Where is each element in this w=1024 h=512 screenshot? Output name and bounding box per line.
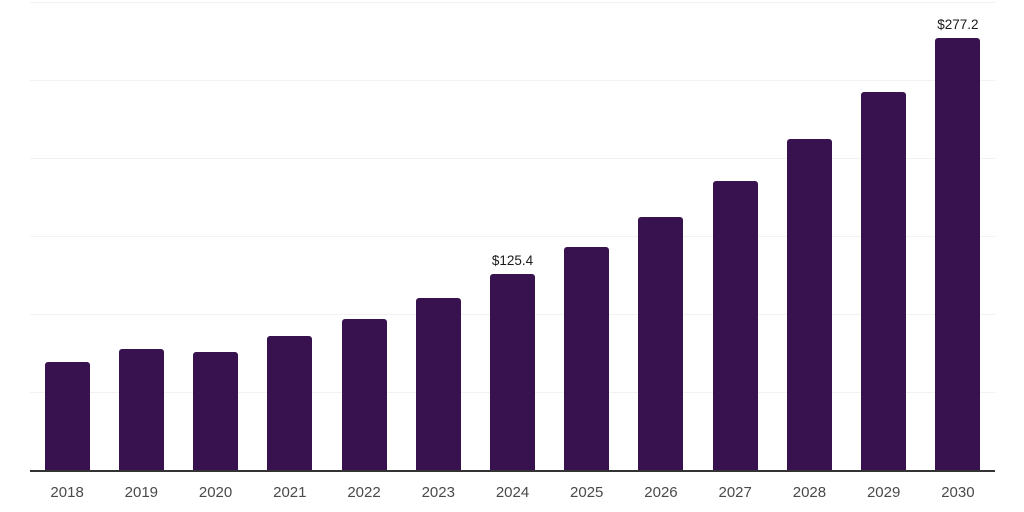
x-tick-label-2020: 2020 xyxy=(198,484,233,501)
bar-2019 xyxy=(118,349,164,470)
x-tick-label-2021: 2021 xyxy=(273,484,307,501)
bar-2028 xyxy=(786,139,832,470)
bar-2020 xyxy=(193,352,239,470)
x-tick-label-2018: 2018 xyxy=(50,484,84,501)
bar-2030 xyxy=(935,37,981,470)
bar-2021 xyxy=(267,336,313,470)
x-tick-label-2026: 2026 xyxy=(644,484,678,501)
gridline-300 xyxy=(30,2,995,3)
x-tick-label-2029: 2029 xyxy=(866,484,901,501)
x-tick-label-2027: 2027 xyxy=(718,484,752,501)
data-label-2030: $277.2 xyxy=(937,16,979,32)
bar-2029 xyxy=(861,92,907,470)
gridline-250 xyxy=(30,80,995,81)
x-tick-label-2022: 2022 xyxy=(347,484,381,501)
x-axis-line xyxy=(30,470,995,472)
x-tick-label-2024: 2024 xyxy=(495,484,530,501)
bar-2027 xyxy=(712,181,758,470)
x-tick-label-2030: 2030 xyxy=(941,484,975,501)
bar-2018 xyxy=(44,361,90,470)
x-tick-label-2019: 2019 xyxy=(124,484,159,501)
x-tick-label-2025: 2025 xyxy=(570,484,604,501)
x-tick-label-2023: 2023 xyxy=(421,484,455,501)
bar-2024 xyxy=(490,274,535,470)
bar-2026 xyxy=(638,216,684,470)
x-tick-label-2028: 2028 xyxy=(792,484,827,501)
bar-2025 xyxy=(564,246,610,470)
bar-2023 xyxy=(415,298,461,470)
data-label-2024: $125.4 xyxy=(491,253,534,269)
gridline-200 xyxy=(30,158,995,159)
gridline-150 xyxy=(30,236,995,237)
bar-2022 xyxy=(341,318,387,470)
